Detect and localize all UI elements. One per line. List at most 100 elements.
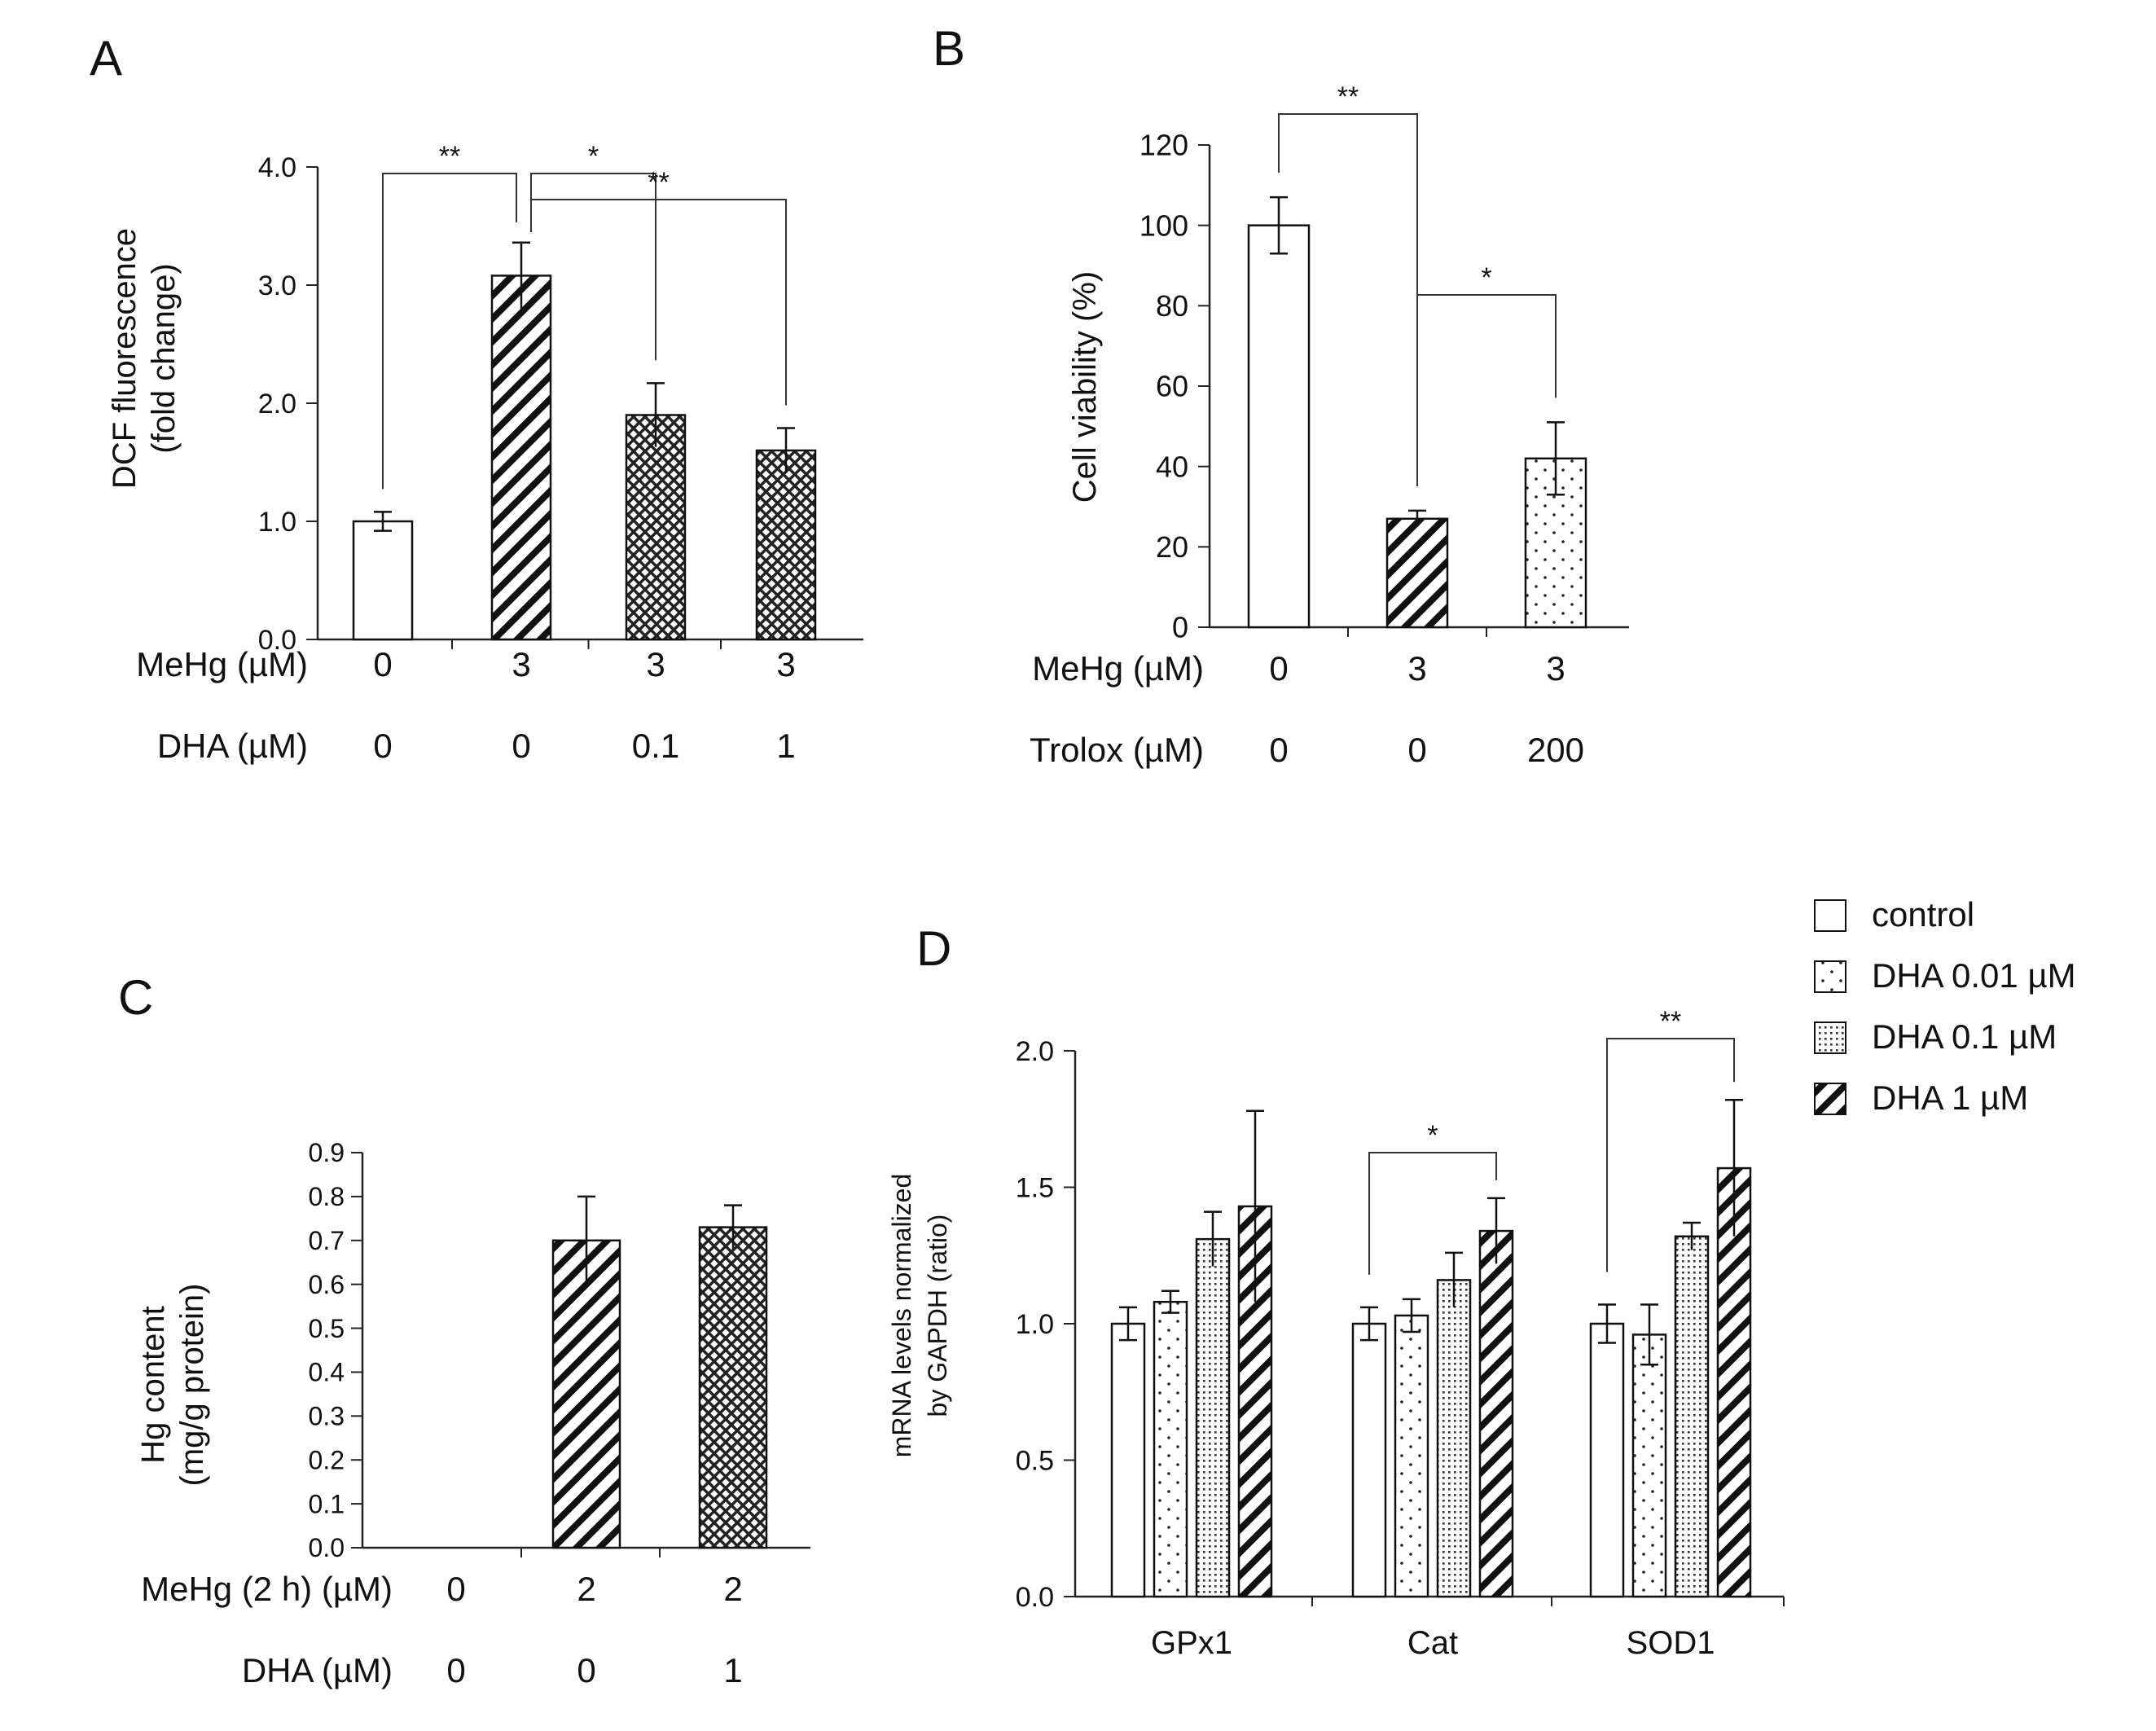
y-tick-label: 0.5 [309,1314,345,1343]
y-axis-label-line: mRNA levels normalized [887,1174,916,1458]
condition-value: 0 [373,727,392,765]
condition-value: 3 [1407,649,1426,688]
y-tick-label: 3.0 [258,270,296,301]
y-tick-label: 120 [1139,129,1188,162]
y-tick-label: 0.6 [309,1270,345,1299]
significance-bracket [530,173,656,361]
y-tick-label: 80 [1156,289,1188,323]
panel-c: C 0.0 0.1 0.2 0.3 0.4 0.5 0.6 0.7 0.8 0.9 Hg conten… [118,970,810,1689]
condition-value: 0.1 [632,727,679,765]
y-tick-label: 1.0 [258,507,296,538]
y-tick-label: 0.9 [309,1138,345,1167]
y-tick-label: 2.0 [1016,1036,1054,1067]
y-axis-label-line: Cell viability (%) [1067,271,1103,503]
bar [1351,1322,1387,1598]
y-tick-label: 2.0 [258,389,296,420]
y-axis-label: mRNA levels normalized by GAPDH (ratio) [887,1174,952,1458]
condition-value: 0 [1269,731,1288,769]
panel-b: B 0 20 40 60 80 100 120 Cell viability (%) MeHg (… [933,21,1629,769]
y-tick-label: 0.0 [309,1533,345,1562]
bar [625,414,687,641]
bar [755,449,817,641]
y-tick-label: 4.0 [258,152,296,183]
significance-label: * [1481,262,1491,293]
legend-label: DHA 0.01 µM [1872,956,2076,995]
condition-value: 0 [446,1570,465,1608]
y-tick-label: 0.8 [309,1182,345,1211]
significance-bracket [1416,294,1557,486]
legend-label: control [1872,895,1974,934]
y-axis-label-line: Hg content [135,1306,171,1463]
condition-value: 2 [577,1570,595,1608]
legend-swatch [1814,960,1846,993]
y-tick-label: 0.2 [309,1445,345,1474]
y-tick-label: 0.5 [1016,1445,1054,1476]
legend-swatch [1814,899,1846,932]
condition-value: 3 [776,645,795,683]
x-tick-label: GPx1 [1151,1625,1232,1661]
y-axis-label-line: (mg/g protein) [174,1284,210,1487]
legend-swatch [1814,1021,1846,1054]
condition-label: MeHg (µM) [136,645,308,683]
bar [490,275,552,641]
condition-value: 3 [512,645,530,683]
x-tick-label: SOD1 [1627,1625,1715,1661]
condition-label: DHA (µM) [157,727,308,765]
legend-label: DHA 1 µM [1872,1079,2028,1117]
condition-value: 0 [512,727,530,765]
condition-value: 0 [1407,731,1426,769]
condition-label: DHA (µM) [242,1651,393,1689]
panel-d: D 0.0 0.5 1.0 1.5 2.0 mRNA levels normalized by… [887,921,1785,1661]
y-axis-label-line: (fold change) [146,263,182,453]
y-axis-label-line: by GAPDH (ratio) [923,1215,952,1417]
y-axis-label: DCF fluorescence (fold change) [107,228,182,489]
panel-letter: D [916,921,951,976]
condition-value: 3 [1546,649,1565,688]
bar [1716,1166,1752,1598]
panel-letter: B [933,21,965,76]
condition-value: 0 [373,645,392,683]
x-tick-label: Cat [1407,1625,1458,1661]
bar [698,1226,768,1549]
condition-value: 0 [446,1651,465,1689]
condition-label: MeHg (µM) [1032,649,1204,688]
bar [1394,1314,1429,1598]
bar [551,1239,621,1549]
bar [352,520,414,641]
bar [1110,1322,1146,1598]
y-tick-label: 100 [1139,209,1188,242]
y-axis-label-line: DCF fluorescence [107,228,143,489]
y-tick-label: 0.7 [309,1226,345,1255]
bar [1631,1333,1667,1598]
significance-label: * [1427,1120,1438,1151]
significance-label: ** [439,141,460,172]
bar [1436,1279,1472,1598]
significance-bracket [530,199,787,406]
y-tick-label: 1.0 [1016,1309,1054,1340]
condition-value: 0 [577,1651,595,1689]
bar [1674,1235,1710,1598]
bar [1195,1237,1231,1598]
y-tick-label: 0.3 [309,1402,345,1431]
y-tick-label: 0 [1172,611,1188,644]
y-tick-label: 0.0 [258,625,296,656]
bar [1589,1322,1625,1598]
condition-label: MeHg (2 h) (µM) [141,1570,393,1608]
condition-value: 2 [723,1570,742,1608]
condition-value: 1 [776,727,795,765]
y-tick-label: 20 [1156,530,1188,564]
condition-value: 3 [646,645,665,683]
bar [1478,1229,1514,1598]
y-tick-label: 40 [1156,450,1188,483]
legend-swatch [1814,1083,1846,1115]
y-axis-label: Cell viability (%) [1067,271,1103,503]
bar [1153,1300,1188,1598]
significance-label: ** [1660,1006,1681,1037]
panel-letter: A [90,31,122,86]
y-tick-label: 60 [1156,370,1188,403]
condition-label: Trolox (µM) [1030,731,1204,769]
y-tick-label: 0.1 [309,1489,345,1518]
significance-bracket [1606,1038,1735,1272]
legend: control DHA 0.01 µM DHA 0.1 µM DHA 1 µM [1814,895,2076,1117]
